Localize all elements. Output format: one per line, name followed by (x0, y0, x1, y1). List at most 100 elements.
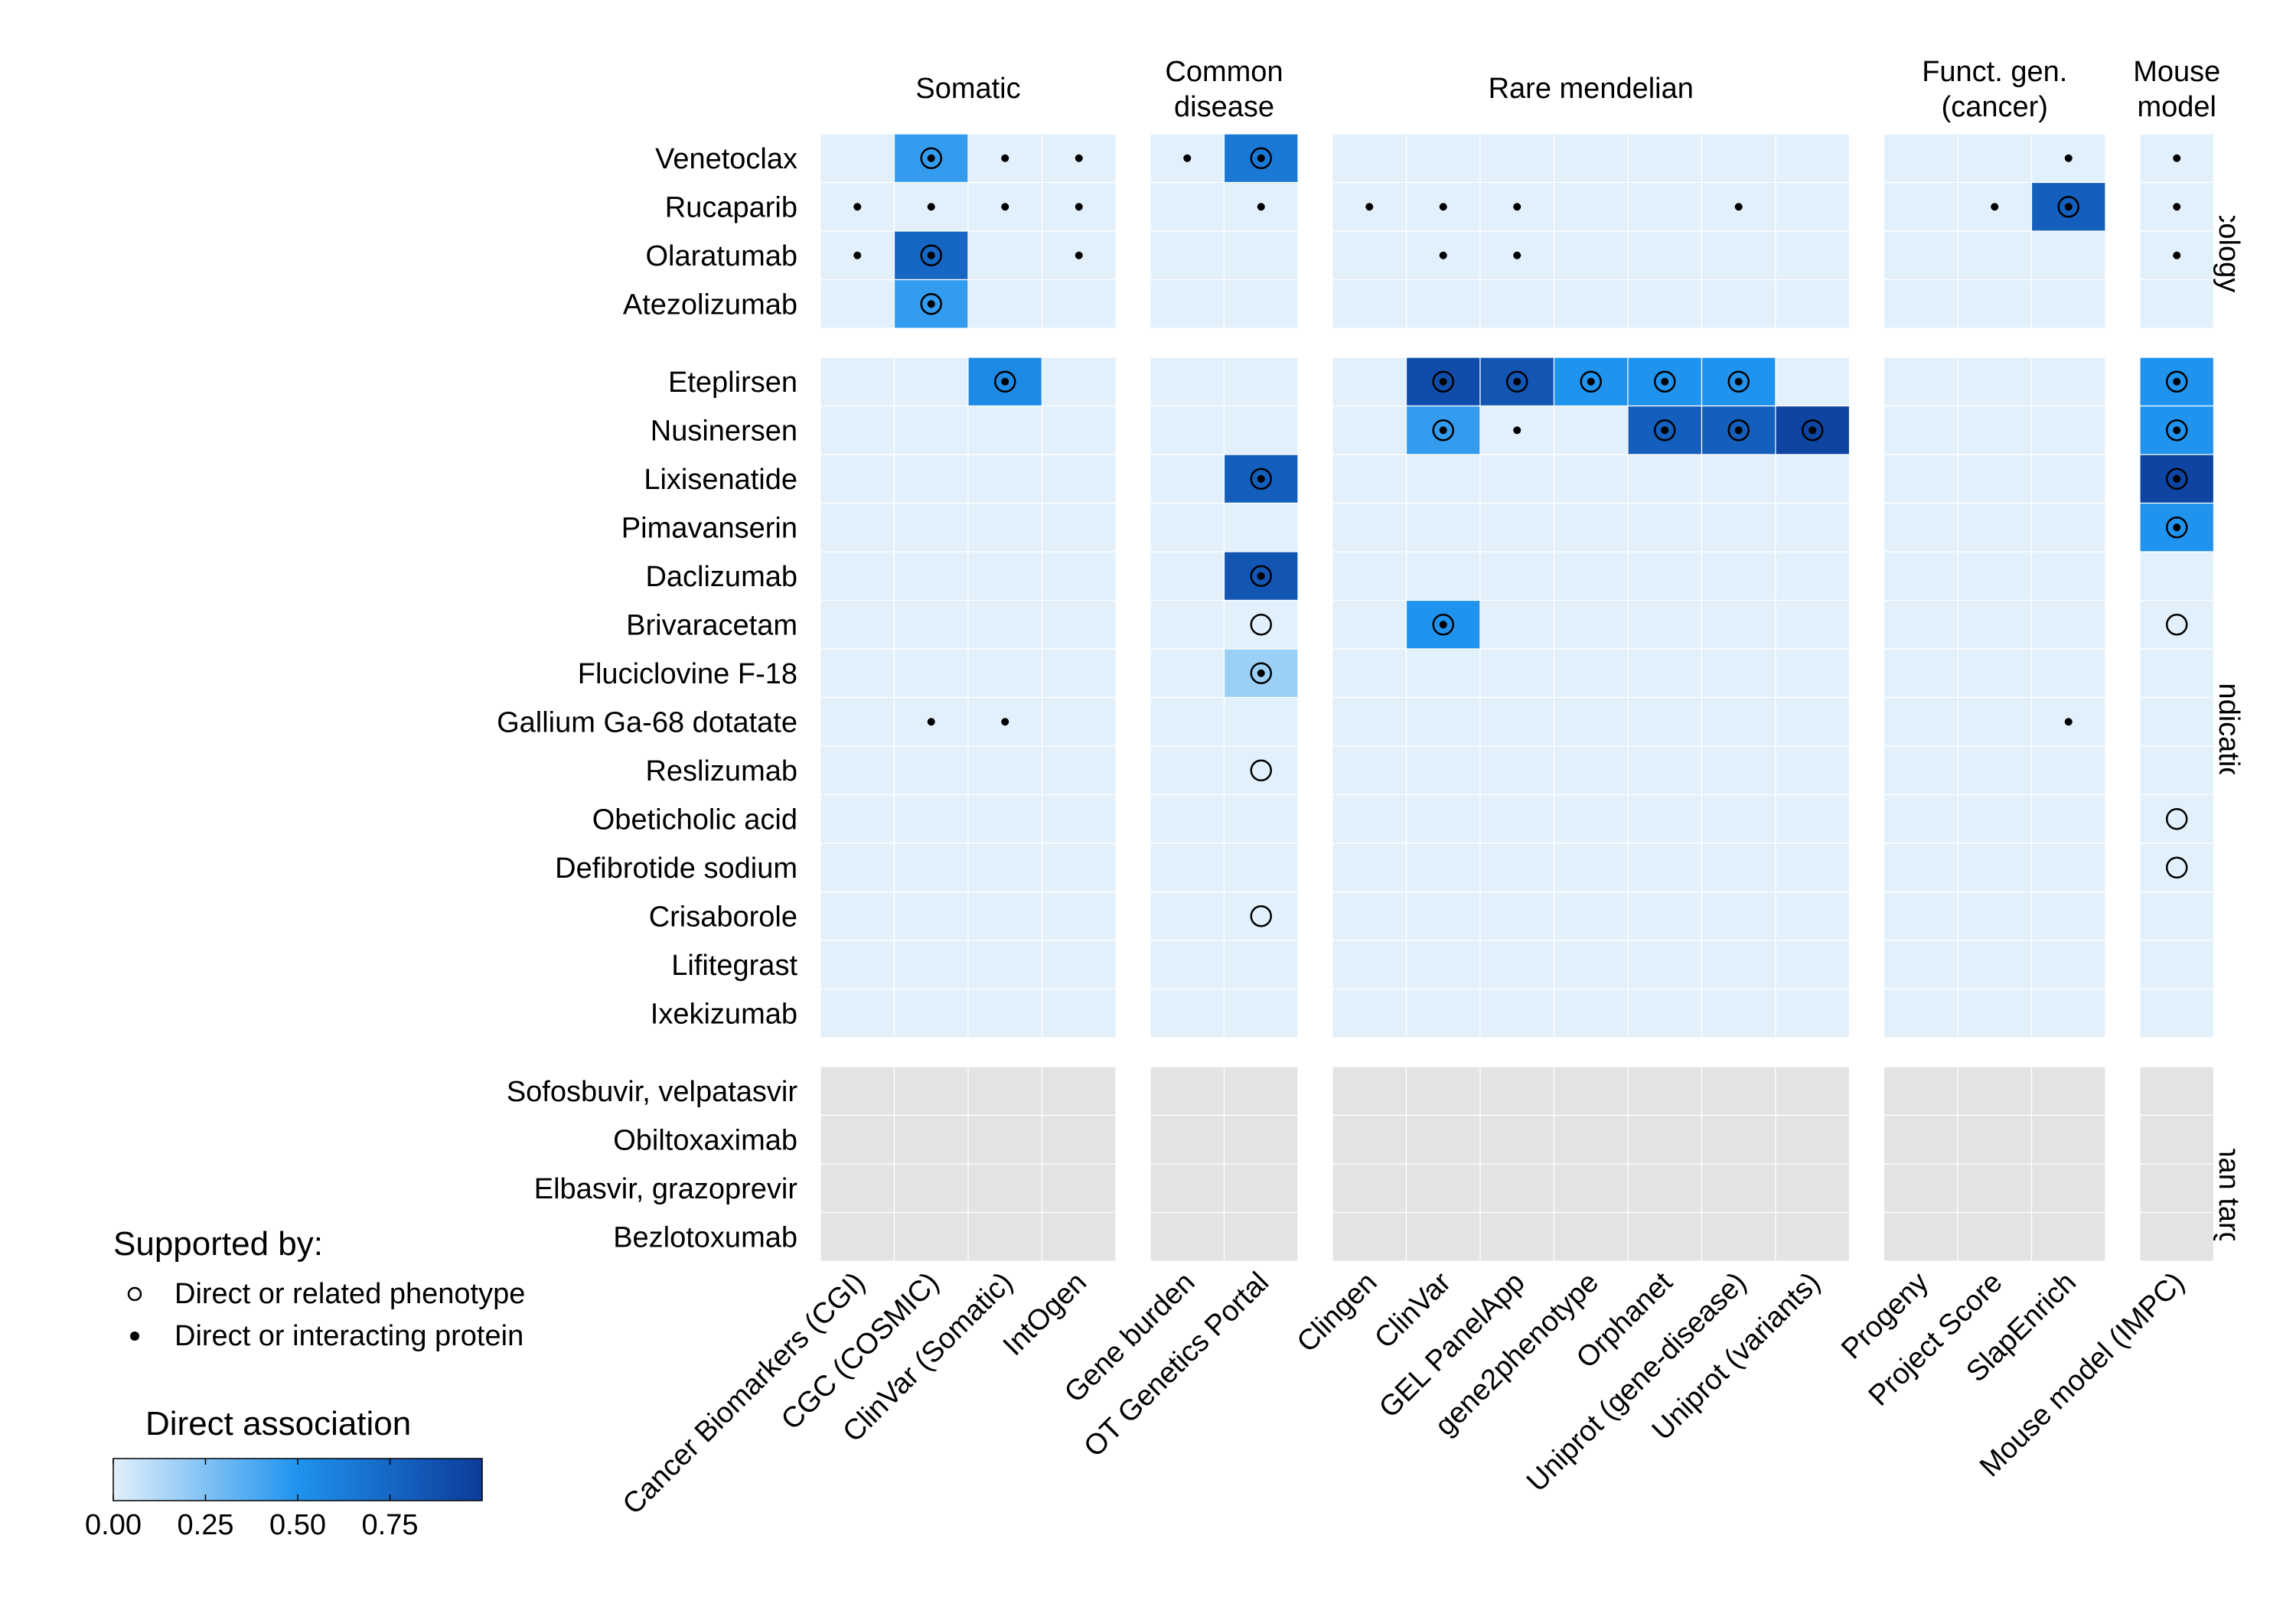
heatmap-cell-venetoclax-uniprot-variants (1775, 133, 1851, 184)
heatmap-cell-lixisenatide-uniprot-gene-disease (1701, 454, 1776, 504)
heatmap-cell-bezlotoxumab-uniprot-gene-disease (1701, 1211, 1776, 1262)
heatmap-cell-nusinersen-project-score (1957, 405, 2033, 455)
heatmap-cell-obeticholic-acid-uniprot-gene-disease (1701, 794, 1776, 844)
heatmap-cell-elbasvir-grazoprevir-gene-burden (1150, 1163, 1225, 1214)
heatmap-cell-nusinersen-clinvar-somatic (967, 405, 1043, 455)
heatmap-cell-atezolizumab-gene2phenotype (1553, 279, 1629, 329)
heatmap-cell-daclizumab-intogen (1041, 551, 1117, 601)
heatmap-cell-crisaborole-cgc-cosmic (893, 891, 969, 941)
heatmap-cell-pimavanserin-slapenrich (2030, 502, 2106, 553)
protein-marker-olaratumab-cgc-cosmic (927, 251, 935, 259)
heatmap-cell-eteplirsen-cgc-cosmic (893, 357, 969, 407)
heatmap-cell-pimavanserin-cgc-cosmic (893, 502, 969, 553)
row-label-brivaracetam: Brivaracetam (626, 609, 797, 641)
heatmap-cell-ixekizumab-gene2phenotype (1553, 988, 1629, 1038)
heatmap-cell-olaratumab-uniprot-variants (1775, 230, 1851, 281)
heatmap-cell-atezolizumab-slapenrich (2030, 279, 2106, 329)
heatmap-cell-crisaborole-clinvar (1405, 891, 1481, 941)
heatmap-cell-brivaracetam-project-score (1957, 599, 2033, 650)
protein-marker-rucaparib-project-score (1991, 203, 1999, 211)
row-label-daclizumab: Daclizumab (645, 561, 797, 593)
heatmap-cell-daclizumab-progeny (1883, 551, 1958, 601)
heatmap-cell-ixekizumab-cancer-biomarkers-cgi (820, 988, 895, 1038)
heatmap-cell-atezolizumab-uniprot-variants (1775, 279, 1851, 329)
heatmap-cell-sofosbuvir-velpatasvir-cancer-biomarkers-cgi (820, 1066, 895, 1116)
heatmap-cell-ixekizumab-clingen (1332, 988, 1407, 1038)
heatmap-cell-fluciclovine-f-18-cancer-biomarkers-cgi (820, 648, 895, 699)
protein-marker-venetoclax-intogen (1075, 154, 1083, 162)
heatmap-cell-defibrotide-sodium-gene-burden (1150, 843, 1225, 893)
heatmap-cell-obiltoxaximab-clingen (1332, 1114, 1407, 1165)
heatmap-cell-rucaparib-clinvar (1405, 181, 1481, 232)
heatmap-cell-gallium-ga-68-dotatate-intogen (1041, 696, 1117, 747)
heatmap-cell-reslizumab-progeny (1883, 745, 1958, 796)
heatmap-cell-ixekizumab-intogen (1041, 988, 1117, 1038)
phenotype-marker-pimavanserin-mouse-model-impc (2166, 517, 2188, 539)
row-label-crisaborole: Crisaborole (649, 901, 797, 933)
phenotype-marker-obeticholic-acid-mouse-model-impc (2166, 808, 2188, 830)
column-label-intogen: IntOgen (997, 1266, 1093, 1362)
heatmap-cell-daclizumab-uniprot-gene-disease (1701, 551, 1776, 601)
protein-marker-eteplirsen-uniprot-gene-disease (1734, 377, 1743, 386)
heatmap-cell-gallium-ga-68-dotatate-clinvar (1405, 696, 1481, 747)
phenotype-marker-nusinersen-uniprot-variants (1802, 419, 1824, 442)
heatmap-cell-nusinersen-cancer-biomarkers-cgi (820, 405, 895, 455)
heatmap-cell-daclizumab-project-score (1957, 551, 2033, 601)
protein-marker-nusinersen-clinvar (1439, 426, 1447, 435)
row-label-obeticholic-acid: Obeticholic acid (592, 804, 797, 836)
heatmap-cell-brivaracetam-orphanet (1627, 599, 1703, 650)
heatmap-cell-lixisenatide-cancer-biomarkers-cgi (820, 454, 895, 504)
heatmap-cell-crisaborole-uniprot-gene-disease (1701, 891, 1776, 941)
heatmap-cell-venetoclax-clinvar (1405, 133, 1481, 184)
phenotype-marker-lixisenatide-ot-genetics-portal (1250, 468, 1272, 490)
heatmap-cell-elbasvir-grazoprevir-progeny (1883, 1163, 1958, 1214)
protein-marker-gallium-ga-68-dotatate-cgc-cosmic (927, 718, 935, 726)
protein-marker-eteplirsen-gene2phenotype (1587, 377, 1595, 386)
protein-marker-olaratumab-clinvar (1439, 251, 1447, 259)
heatmap-cell-gallium-ga-68-dotatate-ot-genetics-portal (1223, 696, 1299, 747)
protein-marker-rucaparib-uniprot-gene-disease (1734, 203, 1743, 211)
heatmap-cell-obiltoxaximab-orphanet (1627, 1114, 1703, 1165)
phenotype-marker-nusinersen-uniprot-gene-disease (1727, 419, 1750, 442)
heatmap-cell-crisaborole-intogen (1041, 891, 1117, 941)
heatmap-cell-gallium-ga-68-dotatate-uniprot-gene-disease (1701, 696, 1776, 747)
heatmap-cell-brivaracetam-intogen (1041, 599, 1117, 650)
heatmap-cell-venetoclax-gel-panelapp (1479, 133, 1555, 184)
protein-marker-venetoclax-cgc-cosmic (927, 154, 935, 162)
heatmap-cell-bezlotoxumab-cgc-cosmic (893, 1211, 969, 1262)
heatmap-cell-nusinersen-clingen (1332, 405, 1407, 455)
heatmap-cell-olaratumab-slapenrich (2030, 230, 2106, 281)
heatmap-cell-rucaparib-gene-burden (1150, 181, 1225, 232)
heatmap-cell-obeticholic-acid-gene2phenotype (1553, 794, 1629, 844)
heatmap-cell-reslizumab-cgc-cosmic (893, 745, 969, 796)
protein-marker-eteplirsen-clinvar-somatic (1001, 377, 1009, 386)
heatmap-cell-sofosbuvir-velpatasvir-progeny (1883, 1066, 1958, 1116)
heatmap-cell-lifitegrast-cancer-biomarkers-cgi (820, 940, 895, 990)
heatmap-cell-sofosbuvir-velpatasvir-ot-genetics-portal (1223, 1066, 1299, 1116)
row-label-rucaparib: Rucaparib (665, 191, 797, 223)
heatmap-cell-sofosbuvir-velpatasvir-mouse-model-impc (2139, 1066, 2215, 1116)
heatmap-cell-gallium-ga-68-dotatate-gel-panelapp (1479, 696, 1555, 747)
heatmap-cell-atezolizumab-clinvar (1405, 279, 1481, 329)
heatmap-cell-crisaborole-ot-genetics-portal (1223, 891, 1299, 941)
heatmap-cell-nusinersen-gene2phenotype (1553, 405, 1629, 455)
heatmap-cell-olaratumab-intogen (1041, 230, 1117, 281)
heatmap-cell-brivaracetam-progeny (1883, 599, 1958, 650)
protein-marker-rucaparib-clingen (1365, 203, 1374, 211)
heatmap-cell-fluciclovine-f-18-project-score (1957, 648, 2033, 699)
heatmap-cell-sofosbuvir-velpatasvir-gel-panelapp (1479, 1066, 1555, 1116)
protein-marker-eteplirsen-mouse-model-impc (2173, 377, 2181, 386)
heatmap-cell-crisaborole-gene-burden (1150, 891, 1225, 941)
heatmap-cell-obeticholic-acid-ot-genetics-portal (1223, 794, 1299, 844)
heatmap-cell-brivaracetam-uniprot-variants (1775, 599, 1851, 650)
heatmap-cell-obiltoxaximab-clinvar (1405, 1114, 1481, 1165)
phenotype-marker-venetoclax-cgc-cosmic (920, 147, 942, 169)
heatmap-cell-defibrotide-sodium-cgc-cosmic (893, 843, 969, 893)
heatmap-cell-ixekizumab-gene-burden (1150, 988, 1225, 1038)
heatmap-cell-obiltoxaximab-ot-genetics-portal (1223, 1114, 1299, 1165)
heatmap-cell-gallium-ga-68-dotatate-mouse-model-impc (2139, 696, 2215, 747)
heatmap-cell-elbasvir-grazoprevir-clinvar-somatic (967, 1163, 1043, 1214)
heatmap-cell-obeticholic-acid-progeny (1883, 794, 1958, 844)
heatmap-cell-rucaparib-uniprot-variants (1775, 181, 1851, 232)
heatmap-cell-nusinersen-intogen (1041, 405, 1117, 455)
